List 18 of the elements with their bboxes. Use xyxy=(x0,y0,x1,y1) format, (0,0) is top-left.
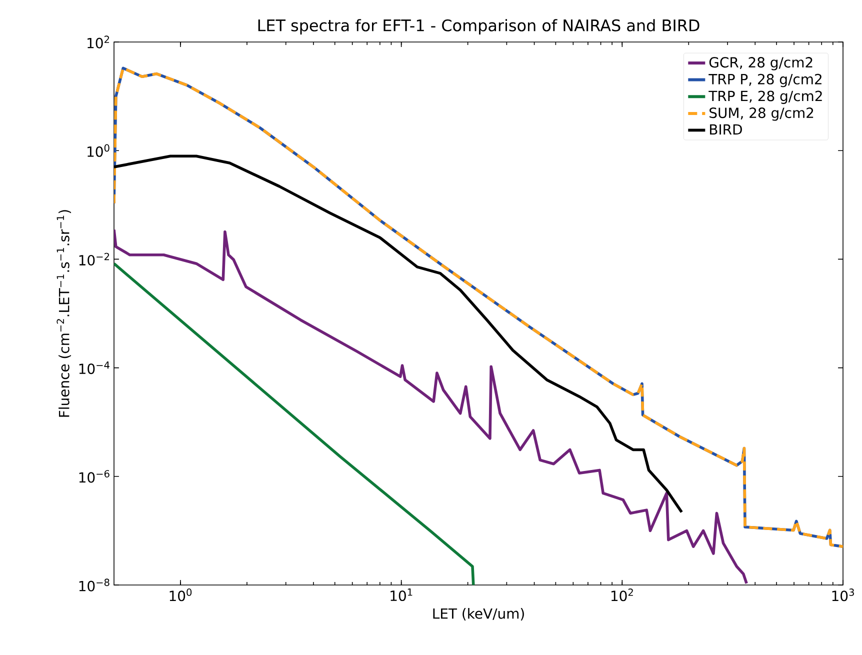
x-tick-label: 10$^{0}$ xyxy=(170,588,192,602)
y-tick-label: 10$^{−6}$ xyxy=(79,470,110,483)
y-tick-label: 10$^{0}$ xyxy=(88,144,110,157)
legend-label: GCR, 28 g/cm2 xyxy=(709,57,812,70)
y-tick-label: 10$^{−4}$ xyxy=(79,362,110,374)
y-tick-label: 10$^{−8}$ xyxy=(79,578,110,592)
x-tick-label: 10$^{3}$ xyxy=(832,588,854,602)
text: Fluence (cm$^{−2}$.LET$^{−1}$.s$^{−1}$.sr$^{−1}$) xyxy=(56,210,72,417)
legend-label: TRP P, 28 g/cm2 xyxy=(708,74,822,88)
x-tick-label: 10$^{1}$ xyxy=(390,588,412,602)
legend-label: BIRD xyxy=(710,124,742,135)
chart-title: LET spectra for EFT-1 - Comparison of NAIRAS and BIRD xyxy=(258,19,700,34)
legend-label: TRP E, 28 g/cm2 xyxy=(708,90,822,104)
x-tick-label: 10$^{2}$ xyxy=(611,588,633,602)
y-tick-label: 10$^{−2}$ xyxy=(79,252,110,266)
legend-label: SUM, 28 g/cm2 xyxy=(710,108,814,121)
y-tick-label: 10$^{2}$ xyxy=(88,36,110,48)
x-axis-title: LET (keV/um) xyxy=(433,608,524,620)
